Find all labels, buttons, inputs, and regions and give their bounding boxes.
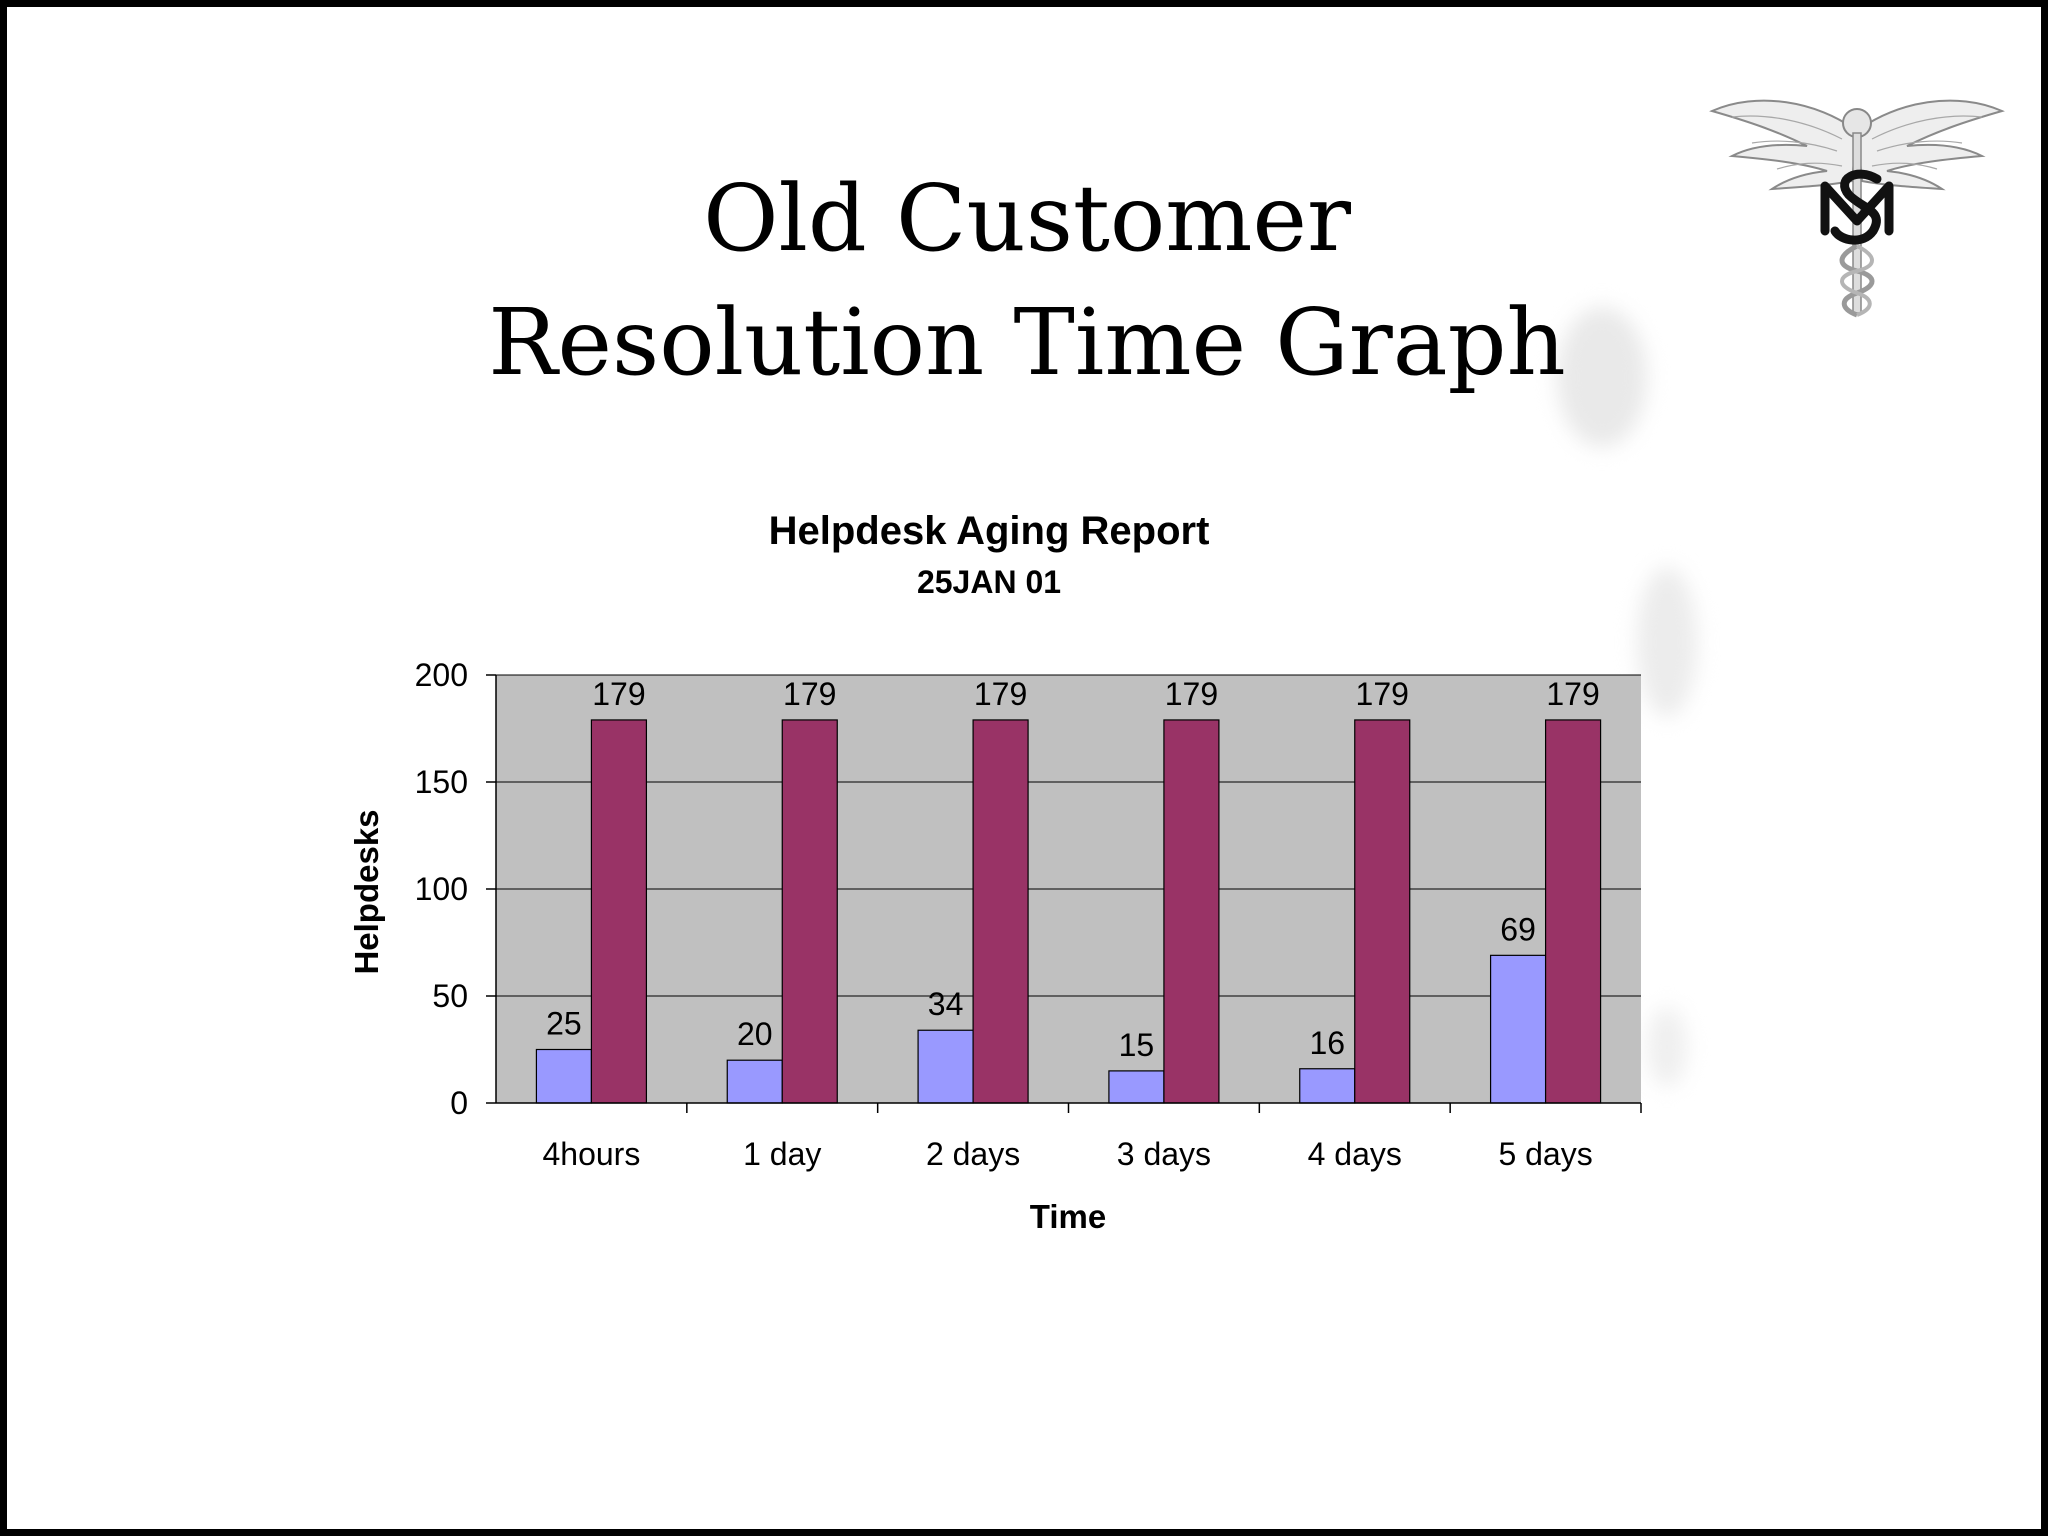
data-label: 179 (1165, 676, 1218, 712)
chart-subtitle: 25JAN 01 (917, 564, 1061, 600)
bar-series-2 (1163, 719, 1220, 1104)
y-tick-label: 150 (415, 764, 468, 800)
y-tick-label: 200 (415, 657, 468, 693)
x-tick-label: 4hours (542, 1136, 640, 1172)
data-label: 179 (1546, 676, 1599, 712)
gridlines (496, 674, 1641, 997)
y-axis-label: Helpdesks (348, 809, 385, 974)
data-label: 179 (974, 676, 1027, 712)
background-smudge (1647, 1007, 1687, 1087)
slide-title-line-1: Old Customer (703, 165, 1351, 272)
x-axis-label: Time (1030, 1198, 1106, 1235)
background-smudge (1557, 307, 1647, 447)
x-tick-label: 1 day (743, 1136, 821, 1172)
x-tick-label: 3 days (1117, 1136, 1211, 1172)
data-label: 179 (783, 676, 836, 712)
x-tick-label: 5 days (1498, 1136, 1592, 1172)
data-label: 69 (1500, 911, 1536, 947)
data-label: 15 (1119, 1027, 1155, 1063)
bar-series-1 (1108, 1070, 1165, 1104)
slide-title-line-2: Resolution Time Graph (488, 289, 1566, 396)
x-tick-label: 2 days (926, 1136, 1020, 1172)
data-label: 34 (928, 986, 964, 1022)
background-smudge (1637, 567, 1697, 717)
bar-series-1 (1299, 1068, 1356, 1104)
axes: 0 50 100 150 200 4hours 1 day 2 days 3 days 4 day… (415, 657, 1642, 1172)
data-label: 20 (737, 1016, 773, 1052)
bar-series-1 (535, 1048, 593, 1104)
y-tick-label: 100 (415, 871, 468, 907)
data-label: 25 (546, 1006, 582, 1042)
slide-title: Old Customer Resolution Time Graph (387, 157, 1667, 405)
data-labels: 25 179 20 179 34 179 15 179 16 179 69 179 (546, 676, 1600, 1063)
bar-series-2 (590, 719, 648, 1104)
bar-series-1 (917, 1029, 974, 1104)
bar-series-1 (1489, 954, 1547, 1104)
data-label: 179 (1356, 676, 1409, 712)
bar-series-2 (1354, 719, 1411, 1104)
y-tick-label: 50 (432, 978, 468, 1014)
chart: Helpdesk Aging Report 25JAN 01 0 50 100 150… (348, 509, 1642, 1235)
x-tick-label: 4 days (1308, 1136, 1402, 1172)
bar-series-1 (726, 1059, 783, 1104)
bar-series-2 (1544, 719, 1602, 1104)
data-label: 179 (592, 676, 645, 712)
y-tick-label: 0 (450, 1085, 468, 1121)
bar-series-2 (781, 719, 838, 1104)
caduceus-insignia-logo (1709, 99, 2005, 318)
bar-series-2 (972, 719, 1029, 1104)
data-label: 16 (1309, 1025, 1345, 1061)
chart-title: Helpdesk Aging Report (769, 509, 1210, 553)
